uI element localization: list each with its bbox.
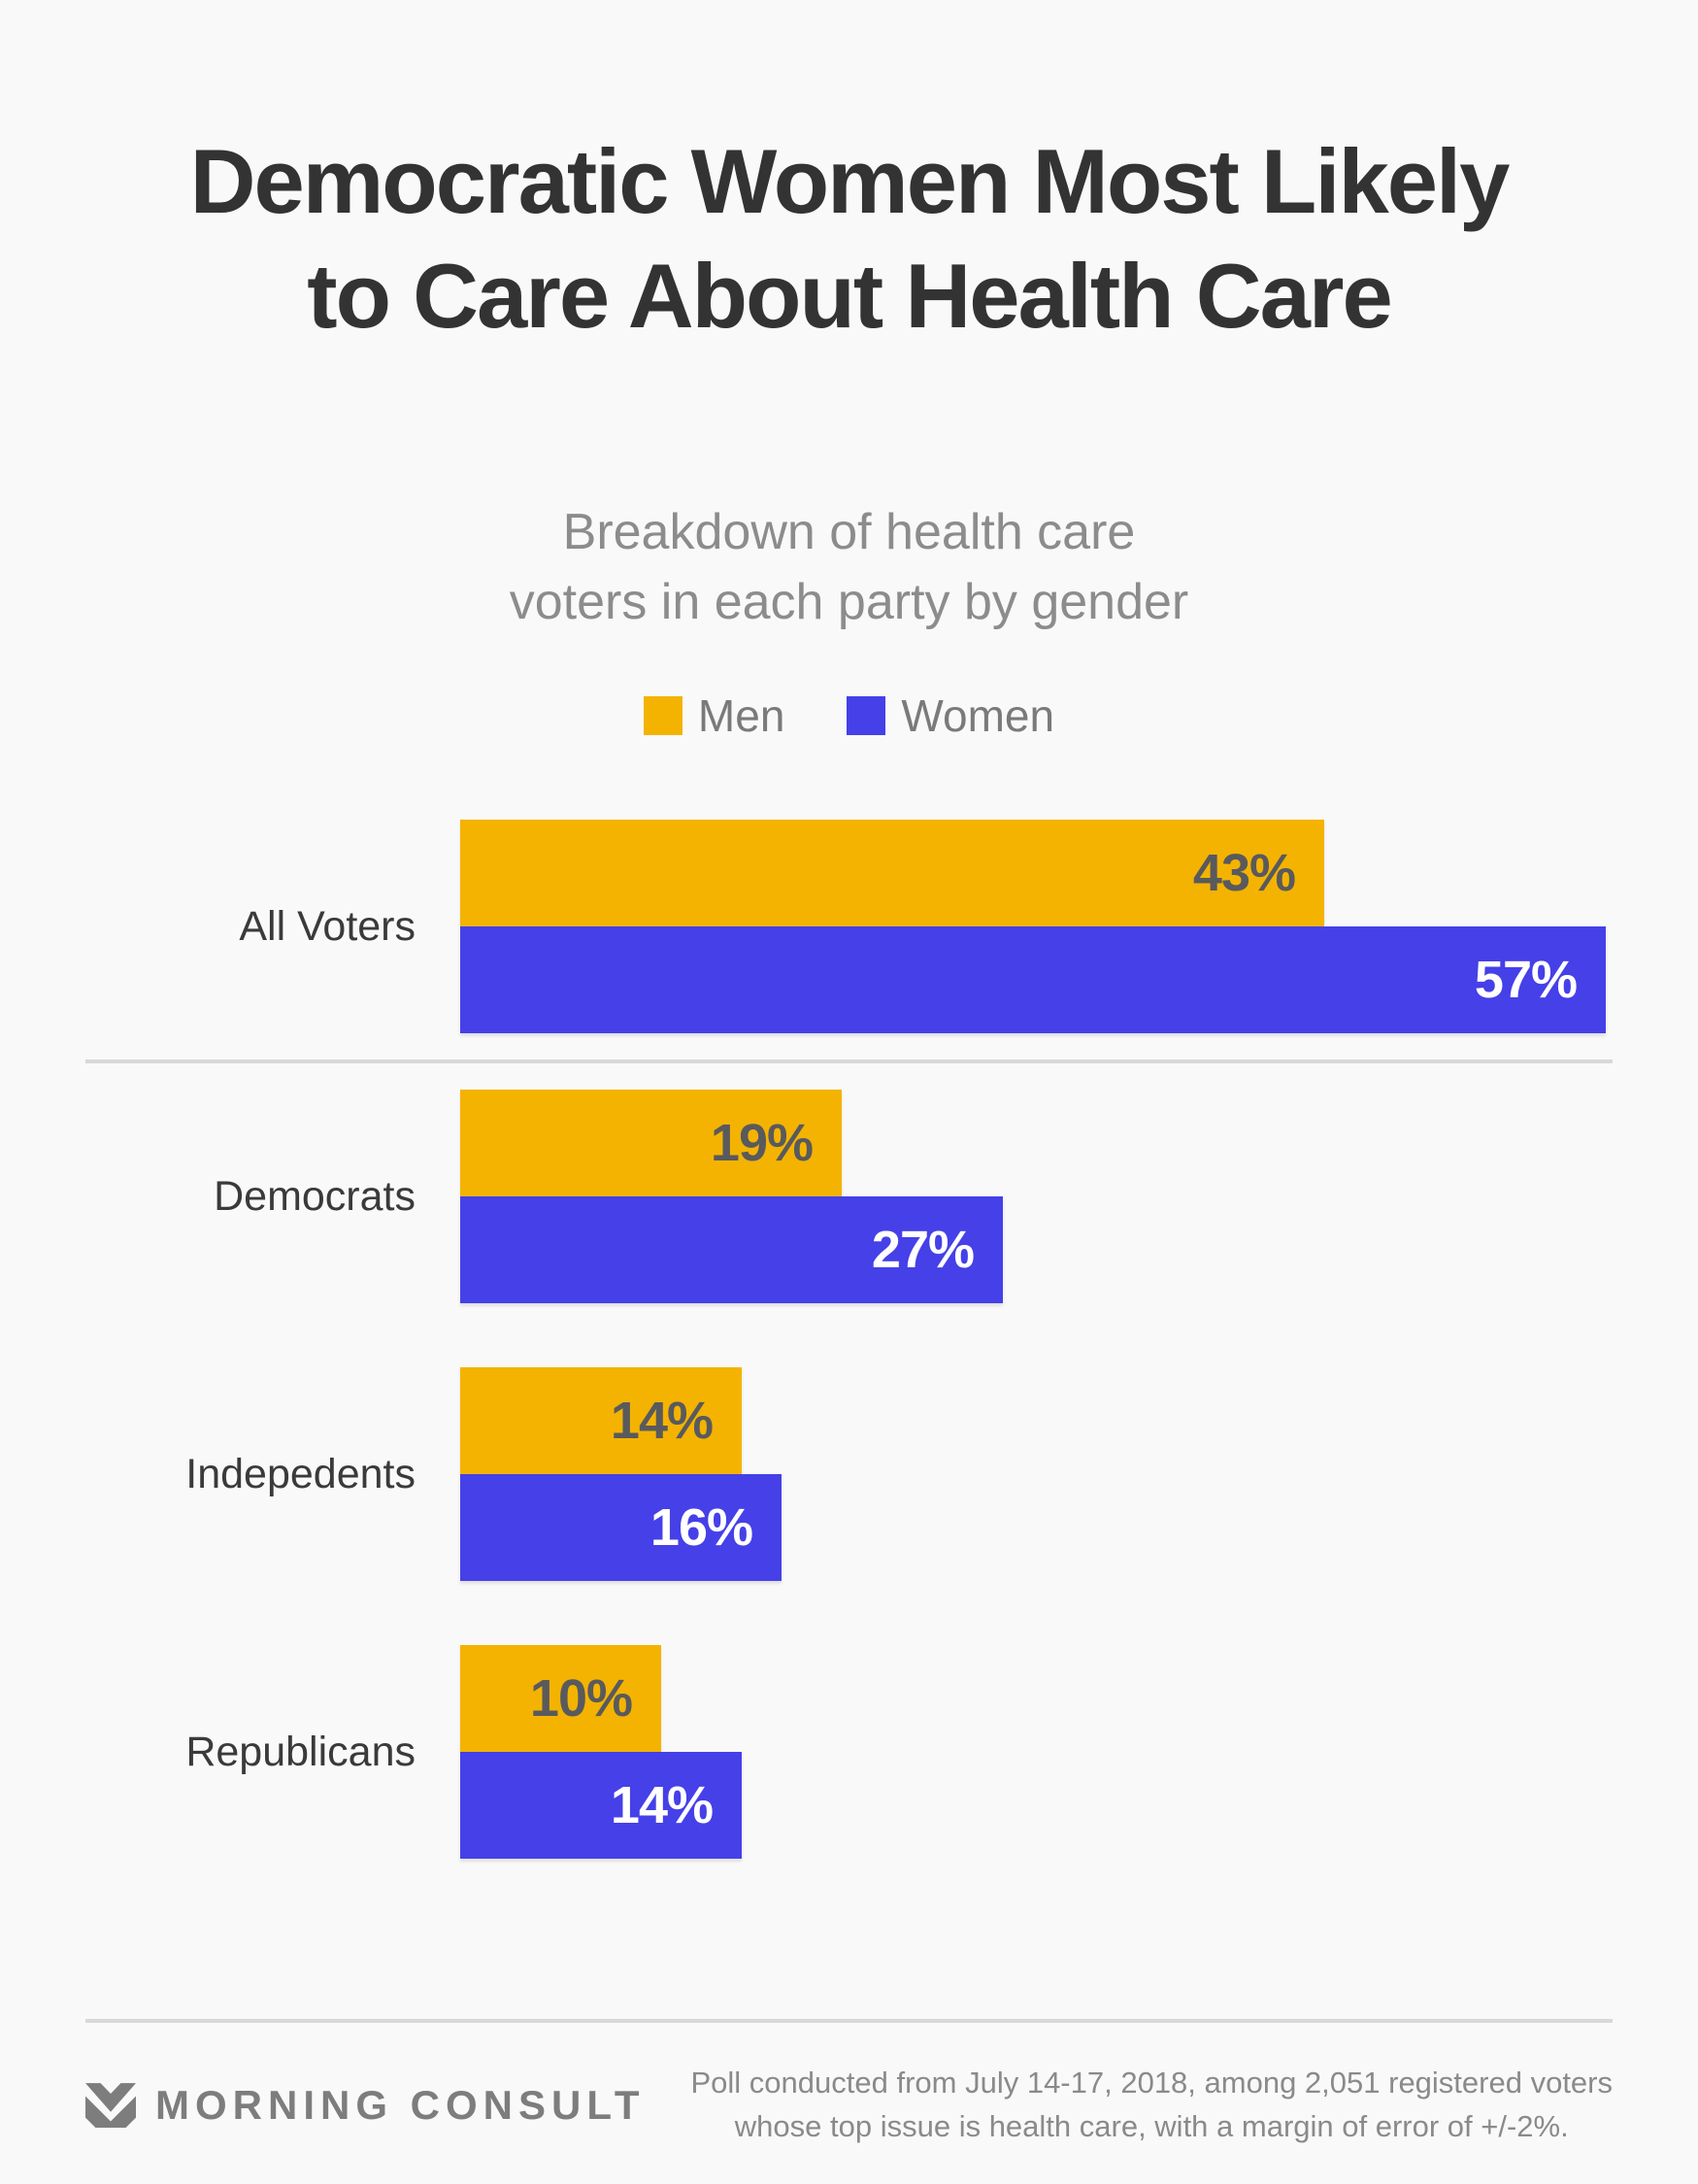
footnote-line-1: Poll conducted from July 14-17, 2018, am… (690, 2066, 1614, 2100)
bar-group-indepedents: 14% 16% (460, 1367, 1613, 1582)
bar-value-label: 14% (610, 1776, 714, 1835)
legend-swatch-women (847, 696, 886, 736)
bar-value-label: 43% (1192, 844, 1296, 903)
category-label-all-voters: All Voters (239, 902, 416, 950)
bar-group-democrats: 19% 27% (460, 1090, 1613, 1304)
legend: Men Women (0, 689, 1698, 742)
bar-women-democrats: 27% (460, 1196, 1003, 1304)
title-line-2: to Care About Health Care (307, 245, 1392, 348)
category-label-republicans: Republicans (185, 1728, 416, 1775)
legend-label-women: Women (901, 690, 1055, 742)
legend-item-women: Women (847, 689, 1054, 742)
footnote: Poll conducted from July 14-17, 2018, am… (691, 2062, 1614, 2149)
bar-men-republicans: 10% (460, 1645, 661, 1753)
bar-value-label: 16% (649, 1498, 753, 1558)
bar-value-label: 19% (710, 1114, 814, 1173)
chart-row-democrats: Democrats 19% 27% (85, 1090, 1613, 1304)
footer: MORNING CONSULT Poll conducted from July… (85, 2062, 1613, 2149)
chart-row-republicans: Republicans 10% 14% (85, 1645, 1613, 1860)
subtitle-line-1: Breakdown of health care (562, 503, 1136, 560)
chart-row-indepedents: Indepedents 14% 16% (85, 1367, 1613, 1582)
subtitle-line-2: voters in each party by gender (509, 573, 1189, 630)
section-divider (85, 1059, 1613, 1064)
bar-men-indepedents: 14% (460, 1367, 742, 1475)
bar-value-label: 57% (1474, 951, 1578, 1010)
bar-group-republicans: 10% 14% (460, 1645, 1613, 1860)
legend-label-men: Men (697, 690, 785, 742)
bar-chart: All Voters 43% 57% Democrats 19% 27% Indepeden… (85, 820, 1613, 1860)
bar-women-republicans: 14% (460, 1752, 742, 1860)
logo-m-icon (85, 2083, 136, 2129)
chart-subtitle: Breakdown of health care voters in each … (58, 498, 1640, 638)
title-line-1: Democratic Women Most Likely (189, 130, 1511, 232)
bar-women-indepedents: 16% (460, 1474, 782, 1582)
footnote-line-2: whose top issue is health care, with a m… (734, 2109, 1569, 2144)
bar-men-democrats: 19% (460, 1090, 842, 1197)
bar-group-all-voters: 43% 57% (460, 820, 1613, 1034)
page-title: Democratic Women Most Likely to Care Abo… (58, 124, 1640, 354)
bar-value-label: 14% (610, 1392, 714, 1451)
legend-swatch-men (643, 696, 683, 736)
morning-consult-logo: MORNING CONSULT (85, 2082, 646, 2129)
category-label-democrats: Democrats (214, 1172, 416, 1220)
bar-value-label: 10% (529, 1669, 633, 1729)
bar-men-all-voters: 43% (460, 820, 1324, 927)
category-label-indepedents: Indepedents (185, 1450, 416, 1497)
chart-row-all-voters: All Voters 43% 57% (85, 820, 1613, 1034)
bar-women-all-voters: 57% (460, 926, 1606, 1034)
legend-item-men: Men (643, 689, 785, 742)
logo-wordmark: MORNING CONSULT (155, 2082, 646, 2129)
bar-value-label: 27% (871, 1221, 975, 1280)
footer-divider (85, 2019, 1613, 2024)
